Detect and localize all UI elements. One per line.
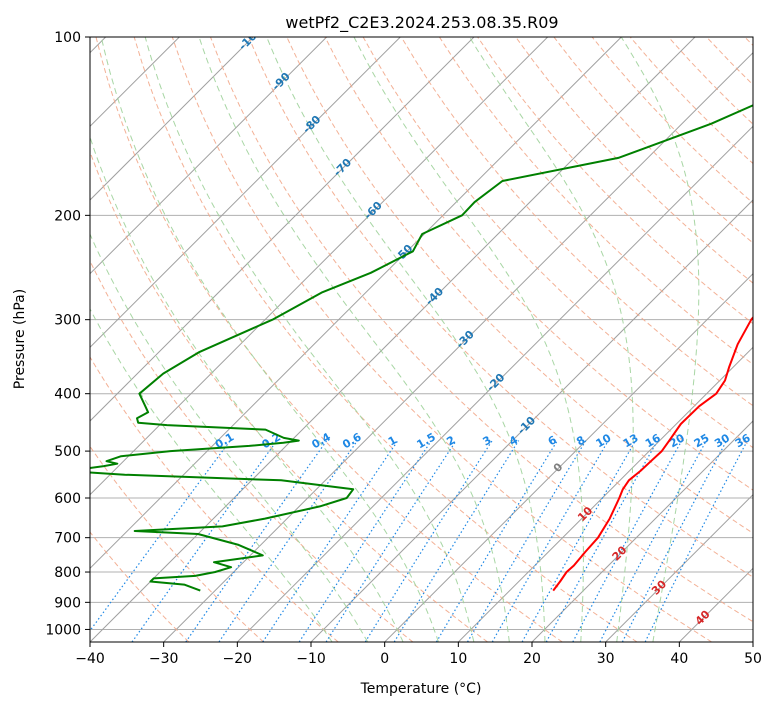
dry-adiabat-line	[438, 37, 753, 366]
isotherm-line	[236, 125, 753, 642]
dry-adiabat-line	[90, 445, 264, 642]
moist-adiabat-line	[353, 37, 584, 642]
isotherm-line	[90, 37, 622, 570]
dry-adiabat-line	[90, 150, 488, 642]
dry-adiabat-line	[90, 531, 190, 642]
dry-adiabat-line	[171, 37, 712, 642]
isotherm-line	[384, 272, 753, 642]
y-tick-label: 500	[54, 444, 81, 460]
y-tick-label: 900	[54, 595, 81, 611]
isotherm-line	[605, 493, 753, 642]
dry-adiabat-line	[324, 37, 753, 491]
dry-adiabat-line	[515, 37, 753, 284]
mixing-ratio-line	[262, 440, 399, 642]
dry-adiabat-line	[248, 37, 753, 578]
mixing-ratio-lines	[90, 440, 748, 642]
y-tick-label: 700	[54, 531, 81, 547]
y-axis-label: Pressure (hPa)	[12, 289, 28, 389]
y-tick-label: 1000	[45, 622, 81, 638]
moist-adiabat-line	[90, 135, 404, 642]
x-tick-label: −10	[296, 651, 326, 667]
mixing-ratio-line	[644, 440, 748, 642]
isotherm-line	[90, 37, 475, 422]
moist-adiabat-lines	[90, 37, 700, 642]
chart-title: wetPf2_C2E3.2024.253.08.35.R09	[285, 13, 558, 33]
mixing-ratio-line	[521, 440, 637, 642]
isotherm-line	[457, 346, 753, 642]
mixing-ratio-line	[545, 440, 659, 642]
x-tick-label: 10	[449, 651, 467, 667]
y-axis-ticks: 100 200 300 400 500 600 700 800 900 1000	[45, 30, 90, 638]
mixing-ratio-line	[466, 440, 587, 642]
dry-adiabat-line	[133, 37, 638, 642]
x-tick-label: 0	[380, 651, 389, 667]
moist-adiabat-line	[198, 37, 510, 642]
isotherm-line	[90, 37, 254, 201]
x-tick-label: −20	[223, 651, 253, 667]
x-tick-label: −40	[75, 651, 105, 667]
y-tick-label: 600	[54, 491, 81, 507]
moist-adiabat-line	[144, 37, 475, 642]
isotherm-line	[163, 51, 753, 642]
mixing-ratio-line	[393, 440, 520, 642]
dry-adiabat-line	[90, 259, 414, 642]
y-tick-label: 800	[54, 565, 81, 581]
moist-adiabat-line	[100, 37, 439, 642]
sounding-profiles	[90, 104, 753, 592]
mixing-ratio-line	[131, 440, 278, 642]
moist-adiabat-line	[90, 308, 333, 642]
dry-adiabat-lines	[90, 37, 753, 642]
isotherm-line	[90, 37, 549, 496]
plot-area: -100-90-80-70-60-50-40-30-20-10010203040…	[90, 37, 753, 642]
isotherm-line	[90, 37, 328, 275]
moist-adiabat-line	[90, 232, 369, 642]
isotherm-line	[531, 420, 753, 642]
x-tick-label: 20	[523, 651, 541, 667]
mixing-ratio-line	[325, 440, 457, 642]
mixing-ratio-line	[435, 440, 558, 642]
isotherm-line	[90, 37, 696, 642]
x-tick-label: 50	[744, 651, 762, 667]
moist-adiabat-line	[266, 37, 546, 642]
isotherm-line	[90, 37, 401, 349]
x-tick-label: −30	[149, 651, 179, 667]
y-tick-label: 400	[54, 387, 81, 403]
mixing-ratio-line	[185, 440, 328, 642]
pressure-gridlines	[90, 37, 753, 630]
x-tick-label: 30	[597, 651, 615, 667]
mixing-ratio-line	[491, 440, 609, 642]
x-axis-ticks: −40 −30 −20 −10 0 10 20 30 40 50	[75, 642, 762, 667]
y-tick-label: 300	[54, 313, 81, 329]
plot-frame	[89, 36, 754, 643]
x-tick-label: 40	[670, 651, 688, 667]
isotherm-lines	[90, 37, 753, 642]
x-axis-label: Temperature (°C)	[360, 681, 482, 697]
mixing-ratio-line	[572, 440, 683, 642]
mixing-ratio-line	[298, 440, 432, 642]
dry-adiabat-line	[400, 37, 753, 407]
y-tick-label: 100	[54, 30, 81, 46]
dry-adiabat-line	[95, 37, 563, 642]
y-tick-label: 200	[54, 208, 81, 224]
temperature-profile-line	[552, 315, 753, 592]
dewpoint-profile-line	[90, 104, 753, 592]
moist-adiabat-line	[620, 37, 700, 642]
mixing-ratio-line	[364, 440, 493, 642]
mixing-ratio-line	[90, 440, 231, 632]
dry-adiabat-line	[90, 356, 339, 642]
